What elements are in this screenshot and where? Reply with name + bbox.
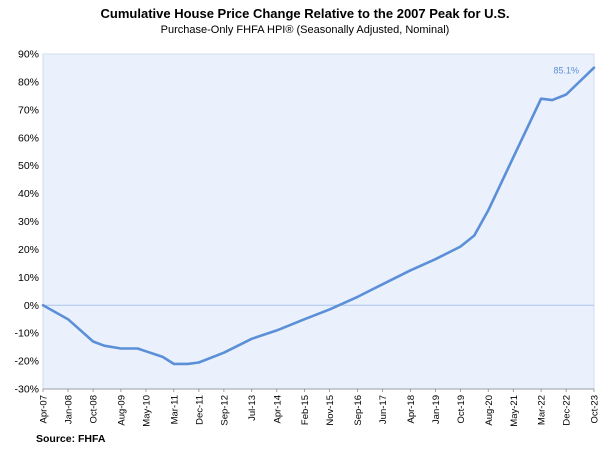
x-tick-label: Jan-08 xyxy=(64,395,75,424)
x-tick-label: Dec-22 xyxy=(562,395,573,426)
data-label: 85.1% xyxy=(553,66,579,76)
y-tick-label: 50% xyxy=(18,160,39,172)
series-line xyxy=(41,66,596,366)
x-tick-label: Oct-08 xyxy=(89,395,100,424)
x-tick-label: Sep-16 xyxy=(353,395,364,426)
x-tick-label: Aug-20 xyxy=(484,395,495,426)
x-tick-label: Mar-22 xyxy=(537,395,548,425)
y-tick-label: 0% xyxy=(24,300,39,312)
y-tick-label: -20% xyxy=(14,356,39,368)
x-tick-label: Feb-15 xyxy=(300,395,311,425)
x-tick-label: Jul-13 xyxy=(247,395,258,421)
y-axis: -30% -20% -10% 0% 10% 20% 30% 40% 50% 60% 70% 80% 90… xyxy=(14,49,39,396)
y-tick-label: 70% xyxy=(18,104,39,116)
x-tick-label: Sep-12 xyxy=(219,395,230,426)
x-tick-label: Aug-09 xyxy=(116,395,127,426)
y-tick-label: 10% xyxy=(18,272,39,284)
x-tick-label: Apr-07 xyxy=(39,395,50,424)
data-labels: 85.1% xyxy=(553,66,579,76)
x-tick-label: May-10 xyxy=(141,395,152,427)
x-tick-label: Oct-19 xyxy=(456,395,467,424)
y-tick-label: 80% xyxy=(18,76,39,88)
chart-title: Cumulative House Price Change Relative t… xyxy=(100,6,510,21)
y-tick-label: -30% xyxy=(14,384,39,396)
y-tick-label: 40% xyxy=(18,188,39,200)
x-tick-label: Apr-18 xyxy=(406,395,417,424)
y-tick-label: 60% xyxy=(18,132,39,144)
y-tick-label: 30% xyxy=(18,216,39,228)
x-tick-label: May-21 xyxy=(509,395,520,427)
x-tick-label: Apr-14 xyxy=(272,395,283,424)
y-tick-label: 20% xyxy=(18,244,39,256)
chart-subtitle: Purchase-Only FHFA HPI® (Seasonally Adju… xyxy=(160,24,450,36)
x-tick-label: Jan-19 xyxy=(431,395,442,424)
y-tick-label: -10% xyxy=(14,328,39,340)
x-tick-label: Oct-23 xyxy=(590,395,601,424)
source-note: Source: FHFA xyxy=(36,433,106,445)
plot-area xyxy=(42,53,595,390)
x-tick-label: Mar-11 xyxy=(169,395,180,424)
x-tick-label: Jun-17 xyxy=(378,395,389,424)
x-tick-label: Dec-11 xyxy=(194,395,205,425)
y-tick-label: 90% xyxy=(18,49,39,61)
x-tick-label: Nov-15 xyxy=(325,395,336,426)
x-axis: Apr-07 Jan-08 Oct-08 Aug-09 May-10 Mar-11 Dec-… xyxy=(39,388,601,427)
